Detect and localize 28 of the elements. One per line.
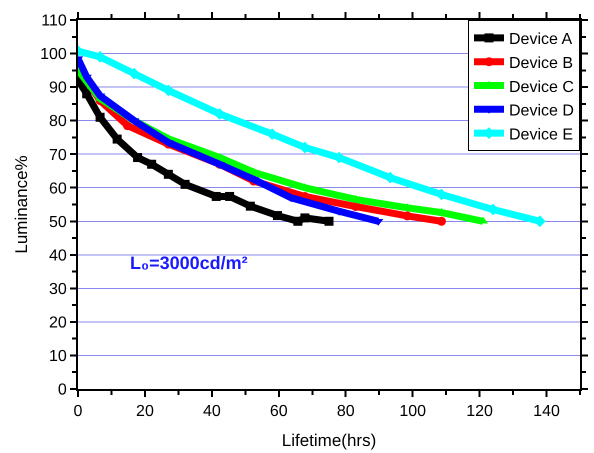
y-tick-label: 70 [49,146,67,164]
x-tick-label: 40 [202,403,221,420]
y-tick-label: 20 [49,314,67,332]
y-tick-label: 90 [49,80,67,97]
x-axis-title: Lifetime(hrs) [282,431,376,450]
x-tick-label: 140 [533,403,560,420]
y-tick-label: 80 [49,113,67,130]
y-tick-label: 40 [49,247,67,264]
legend-label: Device D [509,102,574,120]
legend-label: Device E [509,126,574,144]
y-tick-label: 0 [58,382,67,399]
y-tick-label: 60 [49,180,67,198]
y-tick-label: 30 [49,280,67,298]
legend-label: Device A [509,31,572,48]
legend-label: Device B [509,54,574,72]
x-tick-label: 20 [136,403,154,420]
y-axis-title: Luminance% [12,155,32,254]
x-tick-label: 60 [270,403,288,420]
y-tick-label: 100 [40,46,67,64]
y-tick-label: 10 [49,348,67,366]
legend-label: Device C [509,78,574,96]
annotation: L₀=3000cd/m² [130,253,248,273]
x-tick-label: 100 [399,403,426,420]
x-tick-label: 80 [336,403,355,420]
y-tick-label: 110 [41,12,67,30]
y-tick-label: 50 [49,214,67,231]
x-tick-label: 120 [466,403,494,420]
x-tick-label: 0 [74,403,83,420]
